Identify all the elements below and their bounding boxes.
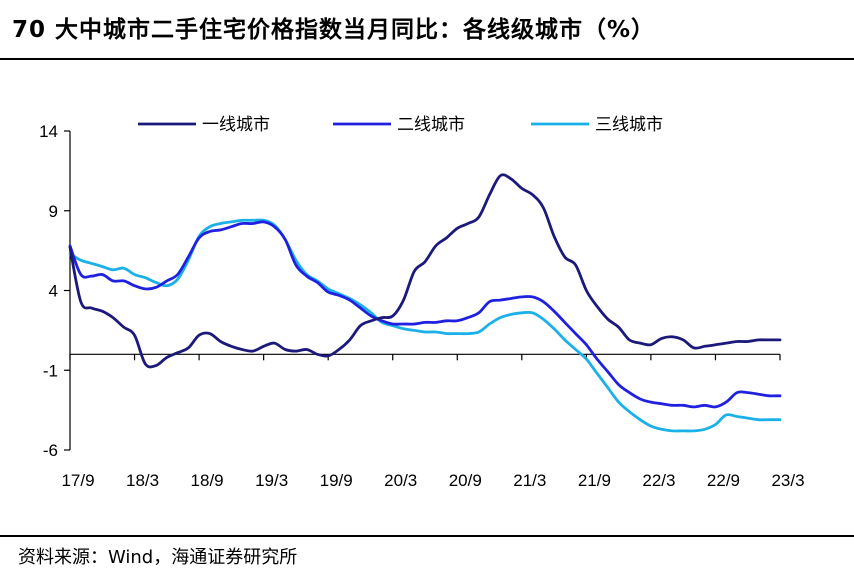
y-tick-label: 14	[39, 122, 58, 141]
x-tick-label: 22/3	[642, 471, 675, 490]
x-tick-label: 23/3	[771, 471, 804, 490]
x-tick-label: 19/3	[255, 471, 288, 490]
x-tick-label: 18/3	[126, 471, 159, 490]
series-line-3	[68, 218, 782, 433]
y-tick-label: 4	[49, 282, 58, 301]
y-tick-label: 9	[49, 202, 58, 221]
legend-label-2: 二线城市	[397, 115, 465, 135]
x-tick-label: 21/3	[513, 471, 546, 490]
series-line-2	[68, 220, 782, 409]
x-tick-label: 20/9	[449, 471, 482, 490]
x-tick-label: 19/9	[320, 471, 353, 490]
series-layer	[68, 173, 782, 433]
x-tick-label: 22/9	[707, 471, 740, 490]
legend: 一线城市 二线城市 三线城市	[138, 115, 663, 135]
chart-title: 70 大中城市二手住宅价格指数当月同比：各线级城市（%）	[12, 17, 656, 43]
legend-label-3: 三线城市	[595, 115, 663, 135]
x-axis: 17/9 18/3 18/9 19/3 19/9 20/3 20/9 21/3 21/9 22/3…	[61, 353, 805, 490]
source-note: 资料来源：Wind，海通证券研究所	[18, 547, 298, 568]
x-tick-label: 21/9	[578, 471, 611, 490]
x-tick-label: 20/3	[384, 471, 417, 490]
series-line-1	[68, 173, 782, 369]
y-axis: 14 9 4 -1 -6	[39, 122, 71, 460]
y-tick-label: -1	[43, 361, 58, 380]
title-divider	[0, 58, 854, 60]
x-tick-label: 18/9	[191, 471, 224, 490]
x-tick-label: 17/9	[61, 471, 94, 490]
legend-label-1: 一线城市	[202, 115, 270, 135]
source-divider	[0, 535, 854, 537]
line-chart: 14 9 4 -1 -6 17/9 18/3 18/9 19/3 19/9 20/3 20/9 21/…	[39, 115, 805, 490]
y-tick-label: -6	[43, 441, 58, 460]
